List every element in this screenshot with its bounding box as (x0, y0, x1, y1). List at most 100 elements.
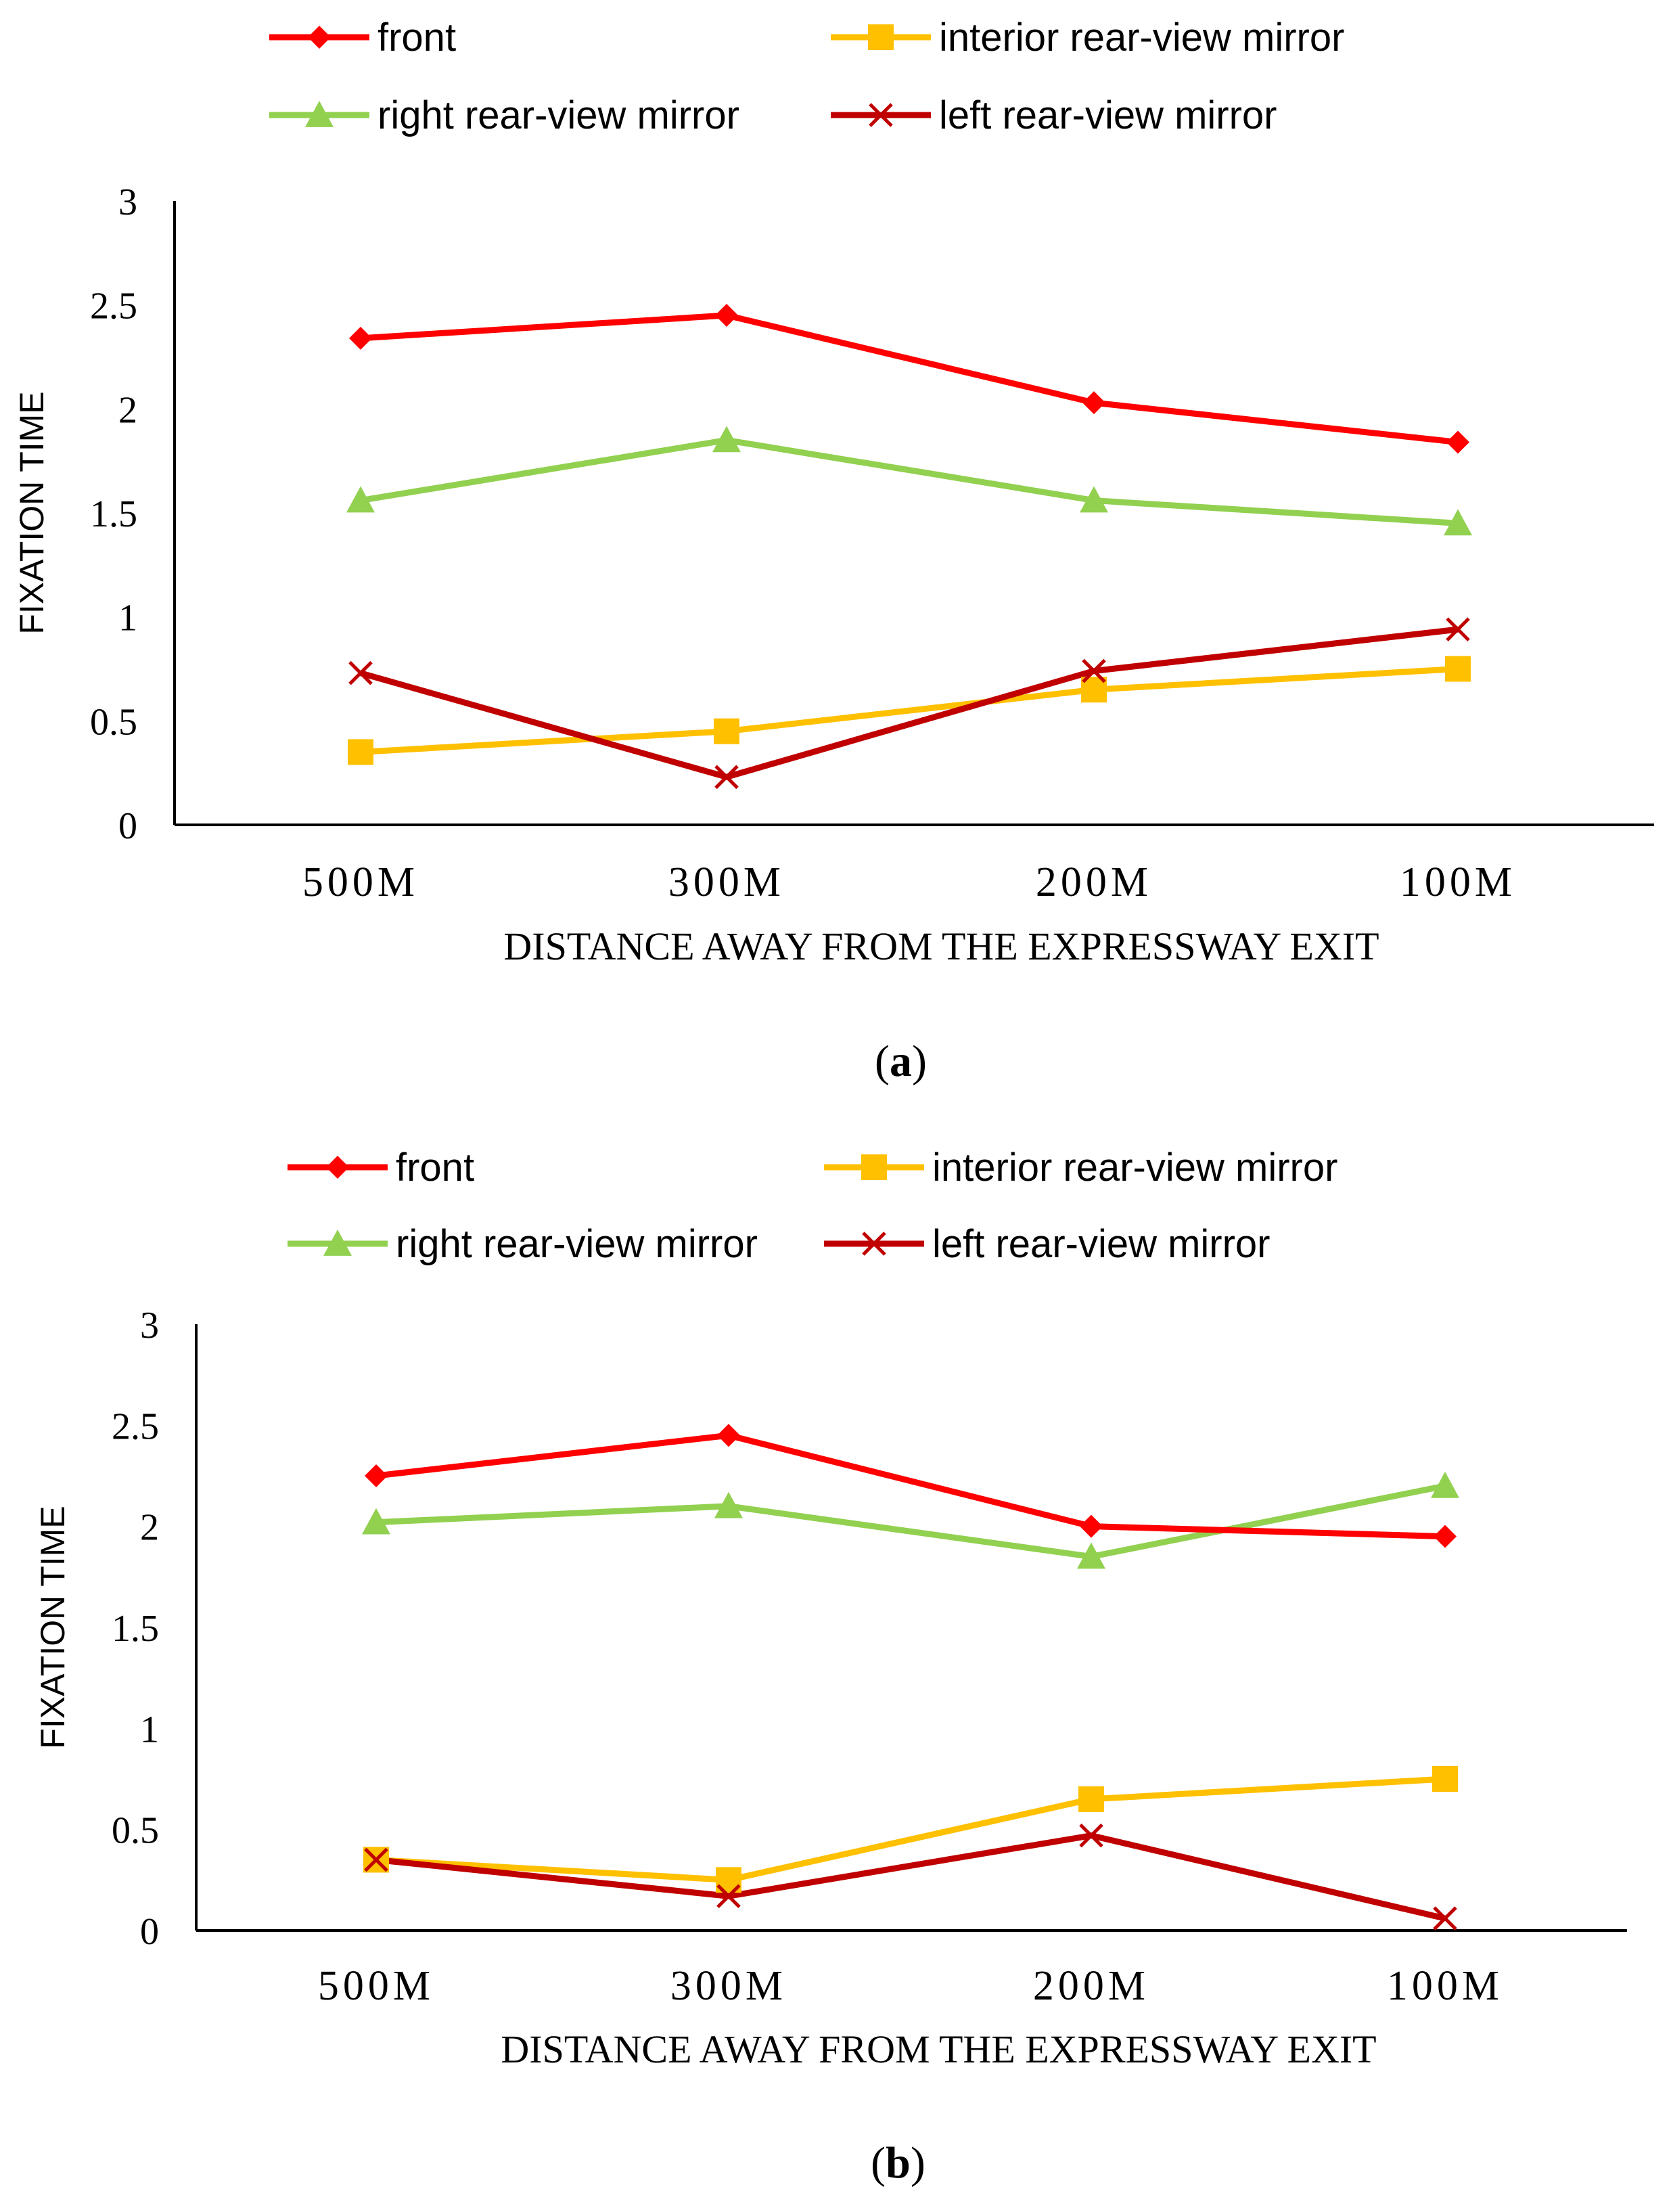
panel-b-series-markers-2 (362, 1471, 1459, 1569)
panel-a-y-tick-5: 2.5 (90, 286, 137, 328)
panel-a-y-tick-labels: 0 0.5 1 1.5 2 2.5 3 (90, 181, 137, 847)
panel-a-y-axis-title: FIXATION TIME (13, 391, 51, 634)
panel-b-series-line-0 (375, 1432, 1446, 1540)
panel-b-point-0-2 (1080, 1514, 1103, 1538)
panel-a-point-3-1-stroke-2 (714, 765, 739, 790)
panel-a-x-tick-2: 200M (1036, 859, 1152, 905)
panel-b-legend-label-2: right rear-view mirror (396, 1222, 758, 1266)
panel-b-legend-item-0: front (288, 1146, 474, 1190)
panel-a-x-tick-1: 300M (668, 859, 785, 905)
panel-b-label-open-paren: ( (871, 2138, 886, 2188)
panel-b-chart: front interior rear-view mirror right rear… (34, 1146, 1627, 2188)
panel-b-legend-marker-1 (861, 1154, 887, 1180)
panel-a-legend-label-3: left rear-view mirror (939, 93, 1277, 137)
panel-a-label-letter: a (890, 1037, 912, 1086)
panel-a-legend-item-2: right rear-view mirror (269, 93, 739, 137)
panel-a-point-3-3-stroke-2 (1446, 617, 1470, 641)
panel-b-legend-item-2: right rear-view mirror (288, 1222, 758, 1266)
panel-a-point-3-1 (714, 765, 739, 790)
panel-a-series-line-2 (360, 436, 1459, 526)
panel-b-x-tick-labels: 500M 300M 200M 100M (318, 1963, 1499, 2009)
panel-a-legend-marker-3-stroke-2 (869, 103, 893, 127)
panel-a-y-tick-3: 1.5 (90, 493, 137, 535)
panel-a-point-2-1 (712, 426, 741, 453)
panel-b-y-tick-3: 1.5 (112, 1608, 159, 1650)
panel-b-point-2-3 (1431, 1471, 1459, 1498)
panel-a-legend-item-0: front (269, 16, 456, 60)
panel-b-series-markers-0 (365, 1424, 1457, 1548)
panel-b-y-tick-4: 2 (140, 1507, 159, 1549)
panel-b-point-3-1 (716, 1884, 741, 1908)
panel-b-point-3-2-stroke-2 (1079, 1823, 1103, 1848)
panel-b-point-3-3-stroke-2 (1433, 1906, 1457, 1931)
panel-a-point-3-2 (1082, 658, 1106, 683)
panel-b-legend-marker-3-stroke-2 (862, 1232, 886, 1256)
panel-a-series-line-3 (359, 626, 1459, 780)
panel-a-point-2-0 (346, 486, 375, 513)
panel-a-point-1-3 (1445, 656, 1471, 682)
panel-b-series-markers-3 (364, 1823, 1457, 1931)
panel-a-legend-marker-3 (869, 103, 893, 127)
panel-b-legend-marker-0 (326, 1156, 349, 1179)
panel-a-point-0-3 (1446, 430, 1469, 454)
panel-b-point-2-1 (714, 1491, 743, 1518)
panel-b-point-0-1 (717, 1424, 740, 1447)
panel-a-x-tick-3: 100M (1400, 859, 1516, 905)
panel-b-label: (b) (871, 2138, 925, 2188)
panel-a-point-3-0-stroke-2 (348, 660, 373, 685)
panel-a-point-3-2-stroke-2 (1082, 658, 1106, 683)
panel-a-series-markers-0 (349, 304, 1469, 454)
panel-b-legend-marker-3 (862, 1232, 886, 1256)
panel-a-legend-item-1: interior rear-view mirror (831, 16, 1344, 60)
panel-a-point-3-0 (348, 660, 373, 685)
panel-a-legend-marker-0 (308, 26, 331, 49)
panel-a-series-markers-1 (348, 656, 1471, 765)
panel-b-y-tick-6: 3 (140, 1305, 159, 1347)
panel-b-series-line-1 (375, 1776, 1446, 1883)
panel-a-series-line-0 (360, 312, 1459, 445)
panel-a-chart: front interior rear-view mirror right rear… (13, 16, 1654, 1086)
panel-b-point-1-2 (1078, 1786, 1104, 1812)
panel-a-legend: front interior rear-view mirror right rear… (269, 16, 1344, 137)
panel-b-point-3-2 (1079, 1823, 1103, 1848)
panel-a-x-axis-title: DISTANCE AWAY FROM THE EXPRESSWAY EXIT (503, 924, 1379, 968)
panel-b-legend-marker-2 (323, 1229, 352, 1256)
panel-a-point-1-0 (348, 739, 373, 765)
panel-b-point-3-0-stroke-2 (364, 1847, 388, 1872)
panel-b-legend-item-3: left rear-view mirror (824, 1222, 1271, 1266)
panel-a-y-tick-0: 0 (118, 805, 137, 847)
panel-a-legend-item-3: left rear-view mirror (831, 93, 1277, 137)
panel-a-point-0-0 (349, 326, 372, 350)
panel-a-series-line-1 (360, 666, 1459, 755)
panel-b-point-1-3 (1432, 1766, 1458, 1792)
panel-b-series-line-3 (375, 1832, 1446, 1922)
panel-b-legend: front interior rear-view mirror right rear… (288, 1146, 1337, 1266)
panel-b-legend-item-1: interior rear-view mirror (824, 1146, 1337, 1190)
panel-a-x-tick-0: 500M (302, 859, 419, 905)
panel-b-point-0-3 (1434, 1525, 1457, 1548)
panel-b-point-3-3 (1433, 1906, 1457, 1931)
panel-a-point-2-2 (1080, 486, 1108, 513)
panel-a-point-0-2 (1082, 391, 1105, 415)
panel-a-series-markers-3 (348, 617, 1470, 790)
panel-b-label-close-paren: ) (911, 2138, 925, 2188)
panel-a-legend-label-1: interior rear-view mirror (939, 16, 1344, 60)
panel-b-series-line-2 (375, 1483, 1446, 1560)
panel-b-x-tick-0: 500M (318, 1963, 434, 2009)
panel-a-label-close-paren: ) (912, 1037, 927, 1086)
panel-b-x-tick-1: 300M (670, 1963, 787, 2009)
panel-a-y-tick-4: 2 (118, 389, 137, 431)
panel-a-point-0-1 (715, 304, 738, 328)
panel-b-point-3-0 (364, 1847, 388, 1872)
panel-a-point-1-1 (714, 718, 739, 744)
panel-b-x-axis-title: DISTANCE AWAY FROM THE EXPRESSWAY EXIT (501, 2027, 1376, 2071)
panel-b-label-letter: b (886, 2138, 911, 2188)
panel-a-series-markers-2 (346, 426, 1472, 536)
panel-a-y-tick-2: 1 (118, 597, 137, 639)
panel-a-y-tick-1: 0.5 (90, 701, 137, 743)
panel-a-x-tick-labels: 500M 300M 200M 100M (302, 859, 1516, 905)
panel-b-y-tick-1: 0.5 (112, 1810, 159, 1852)
panel-b-legend-label-3: left rear-view mirror (932, 1222, 1271, 1266)
panel-b-point-2-0 (362, 1508, 390, 1535)
